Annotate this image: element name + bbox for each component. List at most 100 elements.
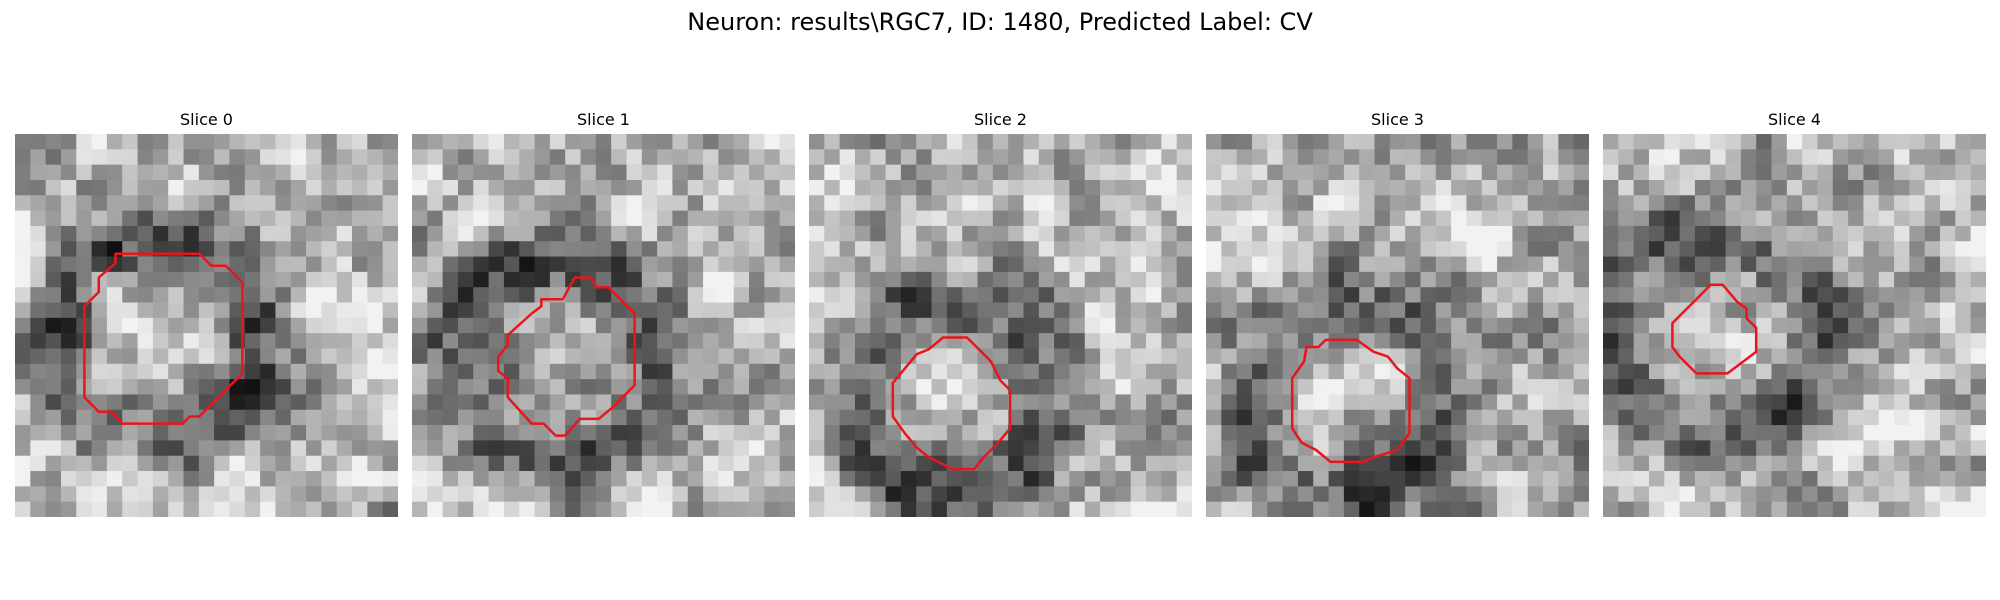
pixel <box>260 287 276 303</box>
pixel <box>152 333 169 349</box>
pixel <box>1236 149 1253 166</box>
pixel <box>1633 394 1650 411</box>
pixel <box>946 179 963 196</box>
pixel <box>1694 287 1711 303</box>
pixel <box>1267 409 1283 426</box>
pixel <box>290 348 307 365</box>
pixel <box>1251 471 1268 487</box>
pixel <box>1740 363 1757 380</box>
pixel <box>534 425 551 441</box>
pixel <box>1206 501 1222 517</box>
pixel <box>657 149 673 166</box>
pixel <box>672 134 689 150</box>
pixel <box>1130 394 1147 411</box>
pixel <box>1420 287 1437 303</box>
pixel <box>1466 409 1483 426</box>
pixel <box>1236 210 1253 227</box>
pixel <box>672 164 689 181</box>
pixel <box>1313 134 1329 150</box>
pixel <box>1512 134 1529 150</box>
pixel <box>152 486 169 503</box>
pixel <box>76 225 92 242</box>
pixel <box>733 425 750 441</box>
pixel <box>1924 195 1941 211</box>
pixel <box>412 164 428 181</box>
pixel <box>306 225 322 242</box>
pixel <box>1451 455 1467 472</box>
pixel <box>1161 164 1178 181</box>
pixel <box>367 425 384 441</box>
pixel <box>1359 225 1375 242</box>
pixel <box>1618 455 1635 472</box>
pixel <box>1069 317 1086 334</box>
pixel <box>1420 317 1437 334</box>
pixel <box>1543 134 1559 150</box>
pixel <box>137 317 154 334</box>
pixel <box>1297 210 1314 227</box>
pixel <box>1146 471 1162 487</box>
pixel <box>687 471 704 487</box>
pixel <box>229 256 246 273</box>
pixel <box>931 271 948 288</box>
pixel <box>442 302 459 319</box>
pixel <box>534 440 551 457</box>
pixel <box>1618 471 1635 487</box>
pixel <box>1115 287 1132 303</box>
pixel <box>824 225 841 242</box>
pixel <box>946 486 963 503</box>
pixel <box>1084 455 1101 472</box>
pixel <box>1389 271 1406 288</box>
pixel <box>244 179 261 196</box>
pixel <box>1558 225 1575 242</box>
pixel <box>580 149 597 166</box>
pixel <box>565 225 581 242</box>
pixel <box>457 425 474 441</box>
pixel <box>992 241 1009 257</box>
pixel <box>1374 501 1391 517</box>
pixel <box>885 164 902 181</box>
pixel <box>1527 333 1544 349</box>
pixel <box>1343 409 1360 426</box>
pixel <box>1146 287 1162 303</box>
pixel <box>870 287 886 303</box>
pixel <box>1389 471 1406 487</box>
pixel <box>1786 256 1803 273</box>
pixel <box>1282 210 1299 227</box>
pixel <box>1374 149 1391 166</box>
pixel <box>1618 195 1635 211</box>
pixel <box>1466 471 1483 487</box>
pixel <box>1313 501 1329 517</box>
pixel <box>1466 486 1483 503</box>
pixel <box>229 486 246 503</box>
pixel <box>1481 256 1498 273</box>
pixel <box>946 425 963 441</box>
pixel <box>565 501 581 517</box>
pixel <box>1451 179 1467 196</box>
pixel <box>1146 455 1162 472</box>
pixel <box>183 501 200 517</box>
pixel <box>1909 164 1926 181</box>
pixel <box>1909 455 1926 472</box>
pixel <box>1955 486 1972 503</box>
pixel <box>137 302 154 319</box>
pixel <box>1863 195 1880 211</box>
pixel <box>91 486 108 503</box>
pixel <box>1038 394 1055 411</box>
pixel <box>1146 501 1162 517</box>
pixel <box>1648 501 1665 517</box>
pixel <box>503 241 520 257</box>
pixel <box>229 195 246 211</box>
pixel <box>749 440 765 457</box>
pixel <box>1267 317 1283 334</box>
pixel <box>1786 348 1803 365</box>
pixel <box>1771 317 1788 334</box>
pixel <box>1710 287 1726 303</box>
pixel <box>1603 149 1619 166</box>
pixel <box>1817 317 1834 334</box>
pixel <box>916 179 932 196</box>
pixel <box>1008 164 1024 181</box>
pixel <box>152 149 169 166</box>
pixel <box>718 333 735 349</box>
pixel <box>1679 379 1696 395</box>
pixel <box>275 379 292 395</box>
